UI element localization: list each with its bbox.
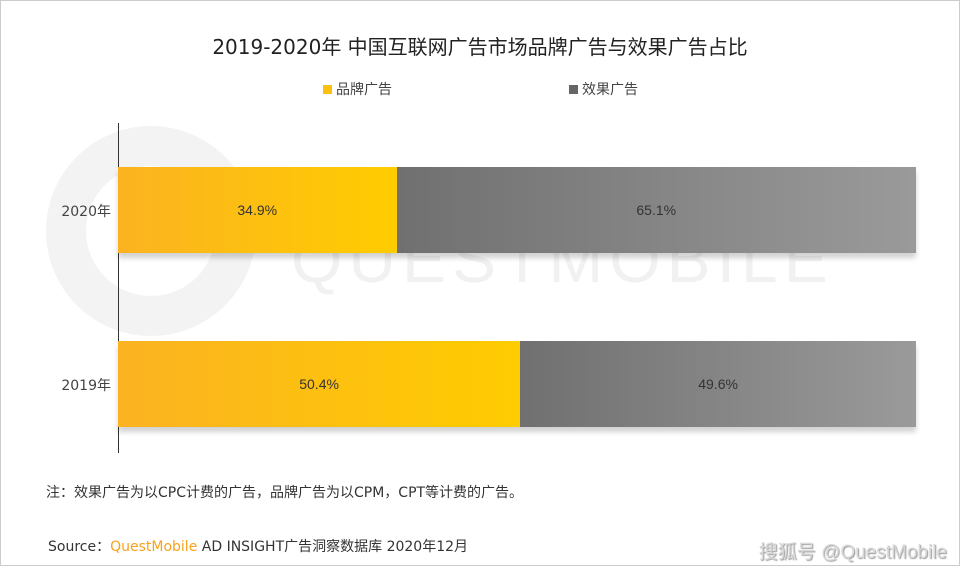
legend-swatch	[569, 84, 578, 94]
y-tick-label: 2020年	[61, 204, 111, 220]
chart-title: 2019-2020年 中国互联网广告市场品牌广告与效果广告占比	[212, 35, 748, 59]
source-line: Source：QuestMobile AD INSIGHT广告洞察数据库 202…	[48, 536, 468, 556]
bar-row: 34.9% 65.1%	[118, 167, 916, 253]
source-prefix: Source：	[48, 539, 111, 555]
data-label: 65.1%	[636, 202, 677, 218]
footnote: 注：效果广告为以CPC计费的广告，品牌广告为以CPM，CPT等计费的广告。	[46, 485, 524, 501]
data-label: 49.6%	[698, 376, 738, 392]
bar-segment-performance: 49.6%	[520, 341, 916, 427]
platform-credit: 搜狐号 @QuestMobile	[758, 542, 947, 563]
legend-swatch	[323, 84, 332, 94]
bar-segment-brand: 34.9%	[118, 167, 397, 253]
legend-item-brand: 品牌广告	[323, 79, 392, 99]
bar-segment-performance: 65.1%	[396, 167, 916, 253]
y-tick-label: 2019年	[61, 378, 111, 394]
bar-row: 50.4% 49.6%	[118, 341, 916, 427]
bar-segment-brand: 50.4%	[118, 341, 521, 427]
legend-label: 效果广告	[582, 82, 638, 98]
legend-item-performance: 效果广告	[569, 79, 638, 99]
y-axis-line	[118, 123, 119, 453]
legend-label: 品牌广告	[336, 82, 392, 98]
source-brand: QuestMobile	[110, 539, 198, 555]
source-text: AD INSIGHT广告洞察数据库 2020年12月	[197, 539, 469, 555]
data-label: 34.9%	[237, 202, 278, 218]
data-label: 50.4%	[299, 376, 339, 392]
